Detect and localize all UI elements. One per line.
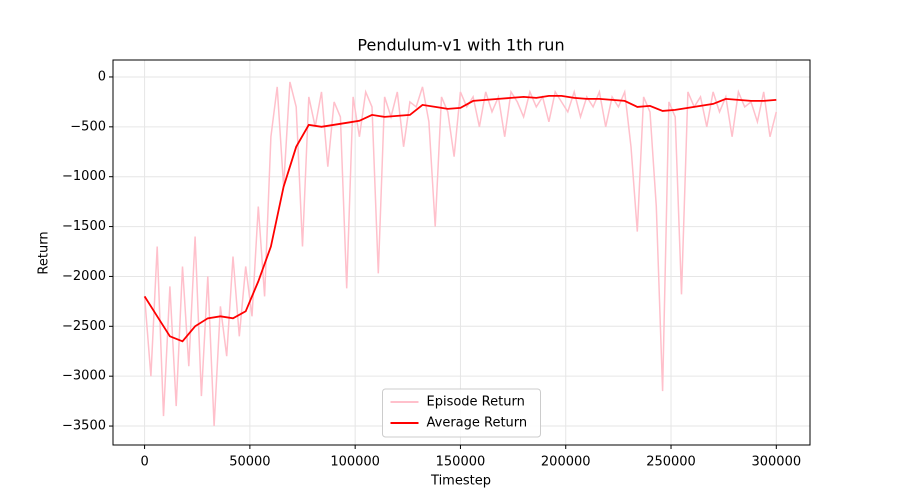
y-tick-label: −3000	[62, 369, 106, 384]
x-tick-label: 50000	[229, 455, 270, 470]
chart-title: Pendulum-v1 with 1th run	[357, 36, 564, 55]
legend-box	[382, 388, 541, 438]
y-tick-label: −1000	[62, 169, 106, 184]
plot-frame	[112, 59, 811, 446]
x-tick-label: 250000	[646, 455, 696, 470]
y-tick-label: −3500	[62, 419, 106, 434]
legend-label: Average Return	[427, 416, 528, 431]
y-tick-label: 0	[98, 69, 106, 84]
y-axis-label: Return	[37, 231, 52, 274]
y-tick-label: −1500	[62, 219, 106, 234]
x-tick-label: 150000	[436, 455, 486, 470]
x-axis-label: Timestep	[430, 474, 491, 489]
x-tick-label: 300000	[751, 455, 801, 470]
x-tick-label: 200000	[541, 455, 591, 470]
legend-label: Episode Return	[427, 395, 525, 410]
y-tick-label: −2500	[62, 319, 106, 334]
x-tick-label: 100000	[330, 455, 380, 470]
y-tick-label: −500	[70, 119, 106, 134]
line-series	[143, 95, 777, 343]
y-tick-label: −2000	[62, 269, 106, 284]
x-tick-label: 0	[140, 455, 148, 470]
